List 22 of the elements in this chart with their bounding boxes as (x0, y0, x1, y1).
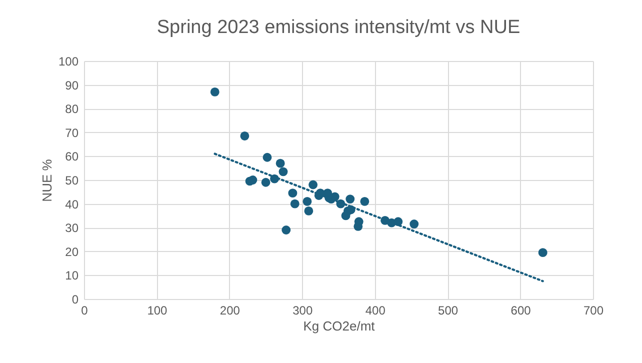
y-tick-label: 60 (65, 150, 79, 164)
y-tick-label: 20 (65, 244, 79, 259)
x-tick-label: 600 (510, 304, 532, 318)
x-axis-title: Kg CO2e/mt (303, 318, 376, 334)
y-tick-label: 80 (65, 102, 79, 116)
x-tick-label: 100 (147, 304, 168, 318)
y-tick-label: 10 (65, 268, 79, 283)
x-tick-label: 200 (220, 304, 240, 318)
y-tick-label: 30 (65, 221, 79, 236)
chart-title: Spring 2023 emissions intensity/mt vs NUE (156, 17, 520, 38)
y-tick-label: 0 (72, 292, 79, 306)
x-tick-label: 300 (292, 304, 313, 318)
y-tick-label: 40 (65, 197, 79, 212)
y-tick-label: 100 (58, 54, 79, 68)
y-axis-title: NUE % (39, 158, 54, 202)
x-tick-label: 0 (81, 304, 88, 318)
y-tick-label: 90 (65, 78, 79, 92)
y-tick-label: 50 (65, 174, 79, 188)
y-tick-label: 70 (65, 126, 79, 140)
x-tick-label: 500 (438, 304, 458, 318)
x-tick-label: 700 (583, 304, 604, 318)
x-tick-label: 400 (365, 304, 386, 318)
